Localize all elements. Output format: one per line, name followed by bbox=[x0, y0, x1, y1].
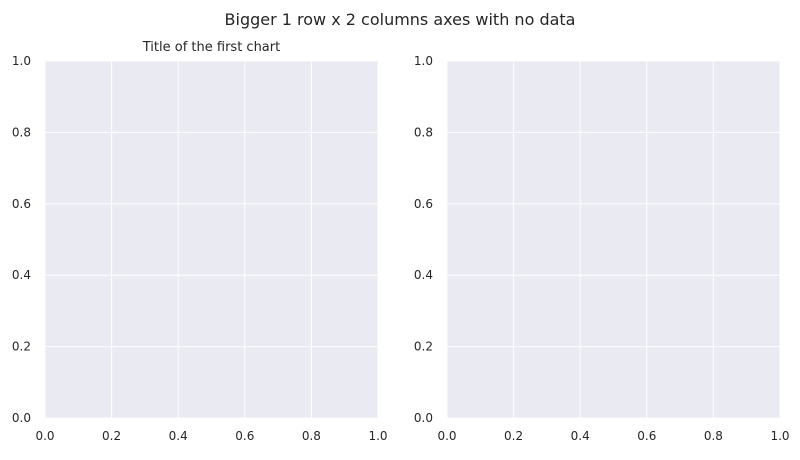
figure-suptitle: Bigger 1 row x 2 columns axes with no da… bbox=[224, 10, 576, 29]
x-tick-label: 0.2 bbox=[504, 429, 523, 443]
y-tick-label: 0.8 bbox=[12, 125, 31, 139]
x-tick-label: 0.8 bbox=[704, 429, 723, 443]
plot-area bbox=[447, 61, 780, 418]
y-tick-label: 0.8 bbox=[414, 125, 433, 139]
y-tick-label: 0.6 bbox=[12, 197, 31, 211]
y-tick-label: 0.4 bbox=[414, 268, 433, 282]
y-tick-label: 0.2 bbox=[414, 340, 433, 354]
y-tick-label: 1.0 bbox=[12, 54, 31, 68]
y-tick-label: 1.0 bbox=[414, 54, 433, 68]
x-tick-label: 1.0 bbox=[770, 429, 789, 443]
x-tick-label: 0.6 bbox=[637, 429, 656, 443]
x-tick-label: 0.0 bbox=[437, 429, 456, 443]
x-tick-label: 0.6 bbox=[235, 429, 254, 443]
axes-right: 0.0 0.2 0.4 0.6 0.8 1.0 0.0 0.2 0.4 0.6 0.8 1.0 bbox=[414, 54, 790, 443]
x-tick-label: 0.2 bbox=[102, 429, 121, 443]
x-tick-label: 0.4 bbox=[571, 429, 590, 443]
x-tick-label: 0.0 bbox=[35, 429, 54, 443]
x-tick-label: 0.8 bbox=[302, 429, 321, 443]
x-tick-label: 1.0 bbox=[368, 429, 387, 443]
axes-left: 0.0 0.2 0.4 0.6 0.8 1.0 0.0 0.2 0.4 0.6 0.8 1.0 Titl… bbox=[12, 40, 388, 443]
y-tick-label: 0.0 bbox=[12, 411, 31, 425]
y-tick-label: 0.2 bbox=[12, 340, 31, 354]
plot-area bbox=[45, 61, 378, 418]
y-tick-label: 0.4 bbox=[12, 268, 31, 282]
y-tick-label: 0.6 bbox=[414, 197, 433, 211]
y-tick-label: 0.0 bbox=[414, 411, 433, 425]
axes-title: Title of the first chart bbox=[142, 40, 280, 55]
x-tick-label: 0.4 bbox=[169, 429, 188, 443]
